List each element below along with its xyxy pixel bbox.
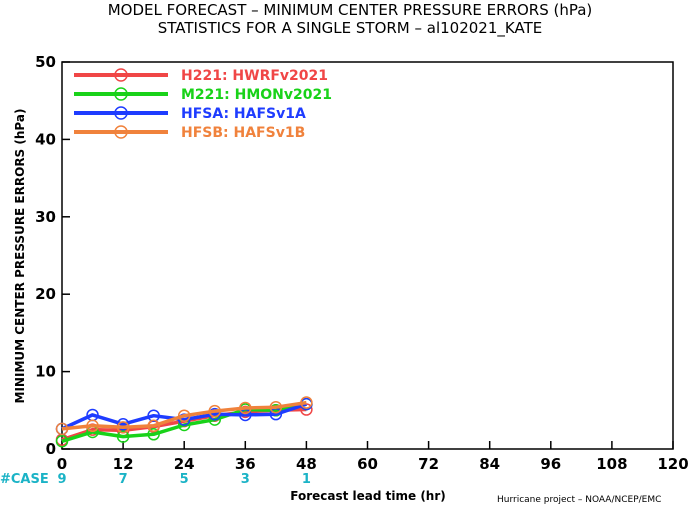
y-tick-label: 20 — [35, 285, 56, 303]
legend: H221: HWRFv2021 M221: HMONv2021 HFSA: HAFS… — [74, 68, 332, 141]
case-counts: 9 7 5 3 1 — [57, 472, 310, 487]
x-tick-label: 48 — [296, 455, 317, 473]
legend-label: HFSA: HAFSv1A — [181, 106, 306, 122]
x-tick-label: 72 — [418, 455, 439, 473]
legend-marker — [114, 68, 128, 82]
plot-frame — [61, 61, 674, 450]
legend-marker — [114, 87, 128, 101]
chart-title: MODEL FORECAST – MINIMUM CENTER PRESSURE… — [108, 1, 593, 19]
case-count: 9 — [57, 472, 66, 487]
x-tick-label: 120 — [657, 455, 688, 473]
legend-marker — [114, 125, 128, 139]
series-lines — [55, 396, 313, 448]
x-tick-label: 12 — [113, 455, 134, 473]
case-count: 5 — [180, 472, 189, 487]
credit-text: Hurricane project – NOAA/NCEP/EMC — [497, 495, 661, 505]
case-count: 7 — [119, 472, 128, 487]
x-tick-label: 60 — [357, 455, 378, 473]
x-tick-label: 108 — [596, 455, 627, 473]
data-point — [269, 400, 283, 414]
y-axis-ticks: 0 10 20 30 40 50 — [35, 53, 70, 458]
legend-label: H221: HWRFv2021 — [181, 68, 328, 84]
x-tick-label: 36 — [235, 455, 256, 473]
series-line-2 — [61, 402, 307, 431]
legend-label: HFSB: HAFSv1B — [181, 125, 305, 141]
y-tick-label: 30 — [35, 208, 56, 226]
y-axis-label: MINIMUM CENTER PRESSURE ERRORS (hPa) — [13, 109, 27, 404]
x-tick-label: 0 — [57, 455, 67, 473]
x-tick-label: 96 — [540, 455, 561, 473]
data-point — [147, 409, 160, 422]
data-point — [55, 435, 69, 448]
chart-subtitle: STATISTICS FOR A SINGLE STORM – al102021… — [158, 19, 542, 38]
data-point — [208, 404, 221, 418]
data-point — [86, 419, 99, 433]
x-axis-label: Forecast lead time (hr) — [290, 489, 446, 503]
data-point — [147, 428, 160, 441]
legend-marker — [114, 106, 128, 120]
y-tick-label: 40 — [35, 130, 56, 148]
x-tick-label: 84 — [479, 455, 500, 473]
y-tick-label: 10 — [35, 363, 56, 381]
data-point — [55, 422, 69, 436]
case-count: 1 — [302, 472, 311, 487]
series-line-3 — [61, 400, 307, 431]
data-point — [116, 417, 130, 431]
legend-label: M221: HMONv2021 — [181, 87, 332, 103]
y-tick-label: 0 — [46, 440, 56, 458]
case-label: #CASE — [0, 472, 49, 487]
x-axis-ticks: 0 12 24 36 48 60 72 84 96 108 120 — [57, 441, 689, 473]
data-point — [116, 421, 130, 434]
data-point — [116, 430, 130, 443]
data-point — [300, 396, 313, 409]
x-tick-label: 24 — [174, 455, 195, 473]
y-tick-label: 50 — [35, 53, 56, 71]
case-count: 3 — [241, 472, 250, 487]
data-point — [147, 419, 160, 433]
data-point — [208, 407, 221, 421]
data-point — [239, 401, 252, 415]
data-point — [177, 409, 191, 422]
